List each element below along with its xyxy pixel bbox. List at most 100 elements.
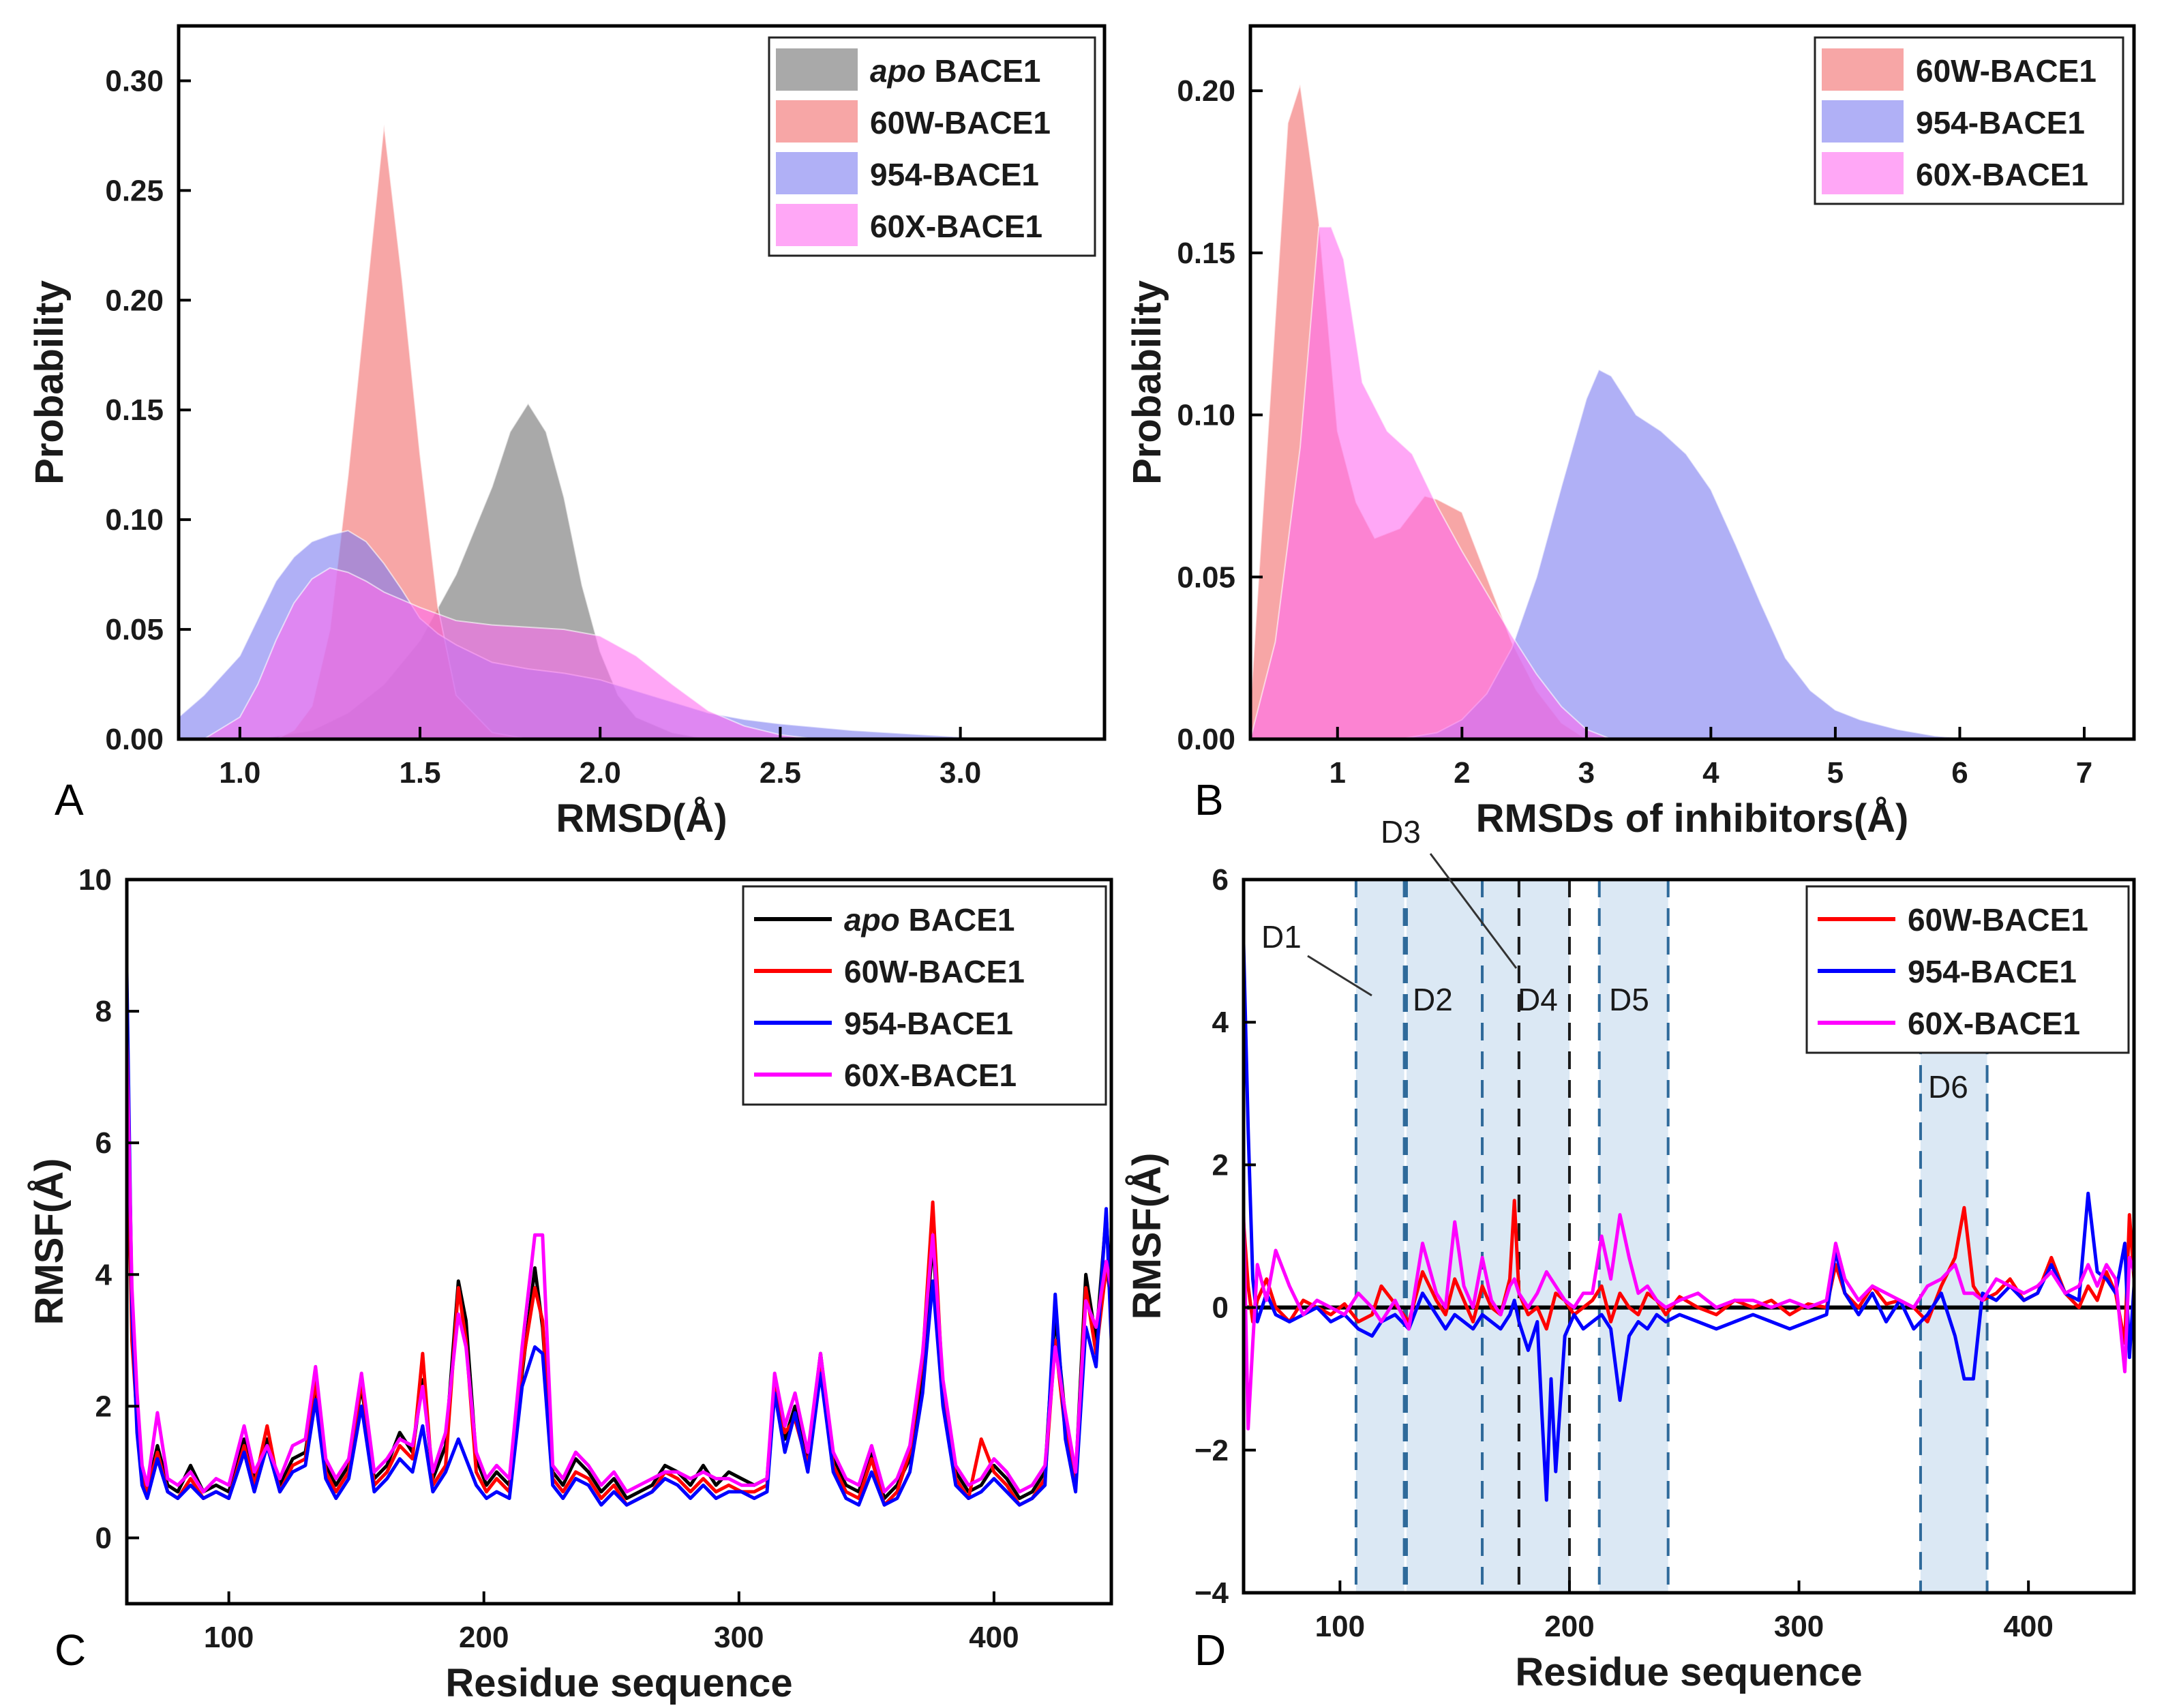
y-tick-label-c-2: 4 [95, 1258, 112, 1291]
panel-c: 100 200 300 400 0 2 4 6 8 10 Residue sequence RMSF(… [27, 863, 1113, 1705]
legend-label-c-0: apo BACE1 [844, 902, 1015, 938]
axes-frame-b [1248, 24, 2136, 741]
y-tick-label-d-1: −2 [1194, 1434, 1229, 1467]
legend-b: 60W-BACE1 954-BACE1 60X-BACE1 [1814, 36, 2124, 205]
legend-label-b-1: 954-BACE1 [1916, 105, 2085, 140]
y-tick-label-b-0: 0.00 [1177, 723, 1235, 756]
y-tick-label-a-2: 0.10 [105, 503, 164, 537]
legend-label-rest-a-0: BACE1 [926, 53, 1041, 89]
y-tick-label-a-5: 0.25 [105, 174, 164, 207]
region-pointer-d1 [1307, 955, 1372, 997]
legend-a: apo BACE1 60W-BACE1 954-BACE1 60X-BACE1 [768, 36, 1096, 257]
axes-frame-c [125, 878, 1113, 1606]
x-tick-label-c-3: 400 [969, 1621, 1019, 1654]
x-tick-label-d-2: 300 [1774, 1610, 1824, 1643]
y-tick-label-c-3: 6 [95, 1126, 112, 1160]
plot-content-d [1244, 880, 2134, 1593]
x-axis-title-a: RMSD(Å) [556, 796, 727, 841]
x-tick-label-b-0: 1 [1329, 756, 1346, 790]
series-a-60x-bace1 [202, 567, 817, 739]
series-d-60w-bace1 [1244, 1199, 2134, 1345]
x-tick-label-d-0: 100 [1315, 1610, 1365, 1643]
y-tick-label-a-0: 0.00 [105, 723, 164, 756]
x-tick-label-d-1: 200 [1544, 1610, 1594, 1643]
region-label-d5: D5 [1609, 982, 1649, 1017]
x-tick-label-a-0: 1.0 [219, 756, 260, 790]
legend-d: 60W-BACE1 954-BACE1 60X-BACE1 [1805, 885, 2130, 1054]
x-tick-label-b-5: 6 [1951, 756, 1968, 790]
panel-a: 1.0 1.5 2.0 2.5 3.0 0.00 0.05 0.10 0.15 0.20 0.25 0… [27, 24, 1107, 841]
panel-b: 1 2 3 4 5 6 7 0.00 0.05 0.10 0.15 0.20 RMSDs of inhi… [1125, 24, 2136, 841]
plot-content-b [1250, 84, 1972, 739]
panel-letter-a: A [55, 775, 84, 824]
y-tick-label-c-5: 10 [78, 863, 112, 897]
x-tick-label-a-3: 2.5 [760, 756, 801, 790]
panel-letter-c: C [55, 1625, 86, 1675]
x-tick-label-a-4: 3.0 [940, 756, 981, 790]
legend-label-italic-a-0: apo [870, 53, 926, 89]
legend-label-b-2: 60X-BACE1 [1916, 157, 2088, 192]
x-tick-label-b-3: 4 [1702, 756, 1719, 790]
x-axis-title-d: Residue sequence [1515, 1650, 1862, 1694]
x-axis-title-c: Residue sequence [445, 1661, 792, 1705]
y-axis-title-a: Probability [27, 280, 72, 485]
region-d1 [1355, 880, 1404, 1593]
x-tick-label-b-6: 7 [2076, 756, 2092, 790]
region-label-d3: D3 [1381, 814, 1421, 850]
x-tick-label-b-4: 5 [1827, 756, 1844, 790]
region-label-d6: D6 [1928, 1069, 1968, 1105]
y-tick-label-a-3: 0.15 [105, 393, 164, 427]
legend-label-c-1: 60W-BACE1 [844, 954, 1025, 989]
legend-swatch-b-0 [1822, 48, 1904, 91]
y-axis-title-b: Probability [1125, 280, 1169, 485]
series-d-60x-bace1 [1244, 1213, 2134, 1430]
series-d-954-bace1 [1244, 944, 2134, 1502]
legend-swatch-a-2 [776, 152, 858, 194]
y-tick-label-b-4: 0.20 [1177, 74, 1235, 108]
y-tick-label-d-2: 0 [1212, 1291, 1229, 1325]
legend-swatch-a-3 [776, 204, 858, 246]
legend-label-italic-c-0: apo [844, 902, 900, 938]
x-tick-label-b-1: 2 [1454, 756, 1470, 790]
axes-frame-a [177, 24, 1107, 741]
region-pointer-d3 [1429, 853, 1518, 969]
y-tick-label-a-6: 0.30 [105, 64, 164, 98]
y-tick-label-d-5: 6 [1212, 863, 1229, 897]
panel-d: 100 200 300 400 −4 −2 0 2 4 6 Residue sequence RMSF… [1125, 814, 2136, 1694]
series-c-60x-bace1 [127, 1037, 1111, 1494]
y-tick-label-d-0: −4 [1194, 1576, 1229, 1610]
x-tick-label-c-2: 300 [714, 1621, 764, 1654]
legend-label-c-2: 954-BACE1 [844, 1006, 1013, 1041]
panel-letter-d: D [1194, 1625, 1226, 1675]
axes-frame-d [1242, 878, 2136, 1595]
legend-label-b-0: 60W-BACE1 [1916, 53, 2097, 89]
x-tick-label-d-3: 400 [2003, 1610, 2053, 1643]
x-tick-label-c-0: 100 [204, 1621, 254, 1654]
y-tick-label-c-1: 2 [95, 1390, 112, 1423]
legend-label-a-0: apo BACE1 [870, 53, 1041, 89]
panel-letter-b: B [1194, 775, 1224, 824]
legend-swatch-a-1 [776, 100, 858, 143]
legend-label-a-2: 954-BACE1 [870, 157, 1039, 192]
region-label-d2: D2 [1413, 982, 1453, 1017]
series-b-60x-bace1 [1250, 226, 1612, 739]
region-label-d1: D1 [1261, 919, 1302, 955]
legend-label-c-3: 60X-BACE1 [844, 1058, 1017, 1093]
legend-label-d-2: 60X-BACE1 [1908, 1006, 2080, 1041]
legend-label-d-1: 954-BACE1 [1908, 954, 2077, 989]
x-tick-label-b-2: 3 [1578, 756, 1595, 790]
legend-label-rest-c-0: BACE1 [900, 902, 1015, 938]
legend-label-a-1: 60W-BACE1 [870, 105, 1051, 140]
y-tick-label-a-1: 0.05 [105, 613, 164, 646]
legend-swatch-b-1 [1822, 100, 1904, 143]
y-tick-label-c-0: 0 [95, 1521, 112, 1555]
y-axis-title-c: RMSF(Å) [27, 1158, 72, 1325]
y-axis-title-d: RMSF(Å) [1125, 1153, 1169, 1320]
y-tick-label-d-3: 2 [1212, 1148, 1229, 1182]
y-tick-label-c-4: 8 [95, 995, 112, 1028]
y-tick-label-a-4: 0.20 [105, 284, 164, 317]
legend-label-d-0: 60W-BACE1 [1908, 902, 2088, 938]
y-tick-label-d-4: 4 [1212, 1006, 1229, 1039]
y-tick-label-b-2: 0.10 [1177, 399, 1235, 432]
plot-content-a [179, 124, 997, 739]
